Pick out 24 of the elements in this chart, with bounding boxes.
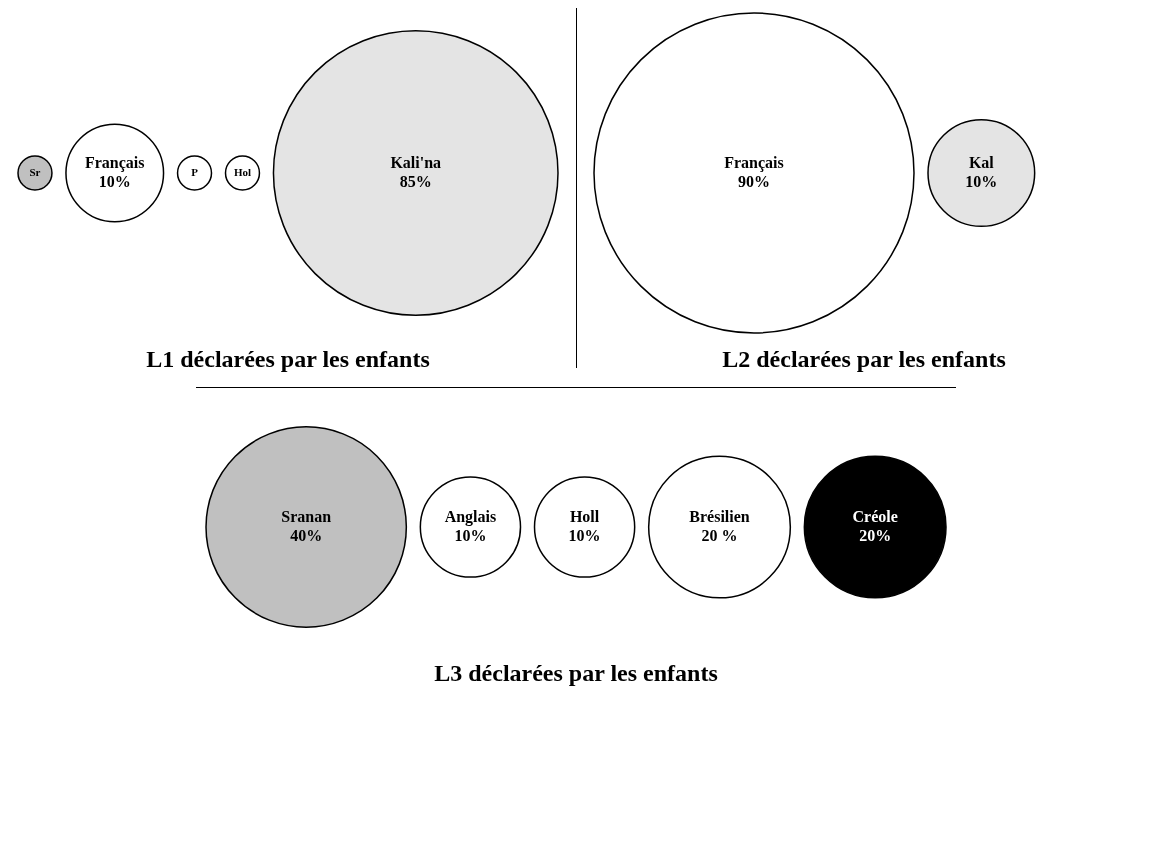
text: L3 déclarées par les enfants — [433, 660, 719, 687]
category-label: Sranan — [281, 507, 332, 525]
data-label: 40% — [290, 526, 323, 544]
category-label: Kal — [968, 153, 995, 171]
data-label: 20 % — [701, 526, 738, 544]
category-label: Holl — [569, 507, 600, 525]
data-label: 85% — [399, 172, 432, 190]
data-label: 10% — [965, 172, 998, 190]
category-label: Français — [84, 153, 145, 172]
category-label: Créole — [852, 507, 898, 525]
category-label: P — [191, 165, 199, 178]
category-label: Kali'na — [390, 153, 442, 171]
category-label: Sr — [29, 165, 41, 178]
category-label: Hol — [233, 165, 252, 178]
data-label: 10% — [454, 526, 487, 544]
category-label: Brésilien — [689, 507, 750, 525]
data-label: 90% — [738, 172, 770, 190]
text: L2 déclarées par les enfants — [721, 346, 1007, 373]
category-label: Anglais — [444, 507, 497, 526]
data-label: 10% — [98, 172, 131, 190]
data-label: 20% — [859, 526, 892, 544]
data-label: 10% — [568, 526, 601, 544]
text: L1 déclarées par les enfants — [145, 346, 431, 373]
category-label: Français — [724, 153, 784, 172]
